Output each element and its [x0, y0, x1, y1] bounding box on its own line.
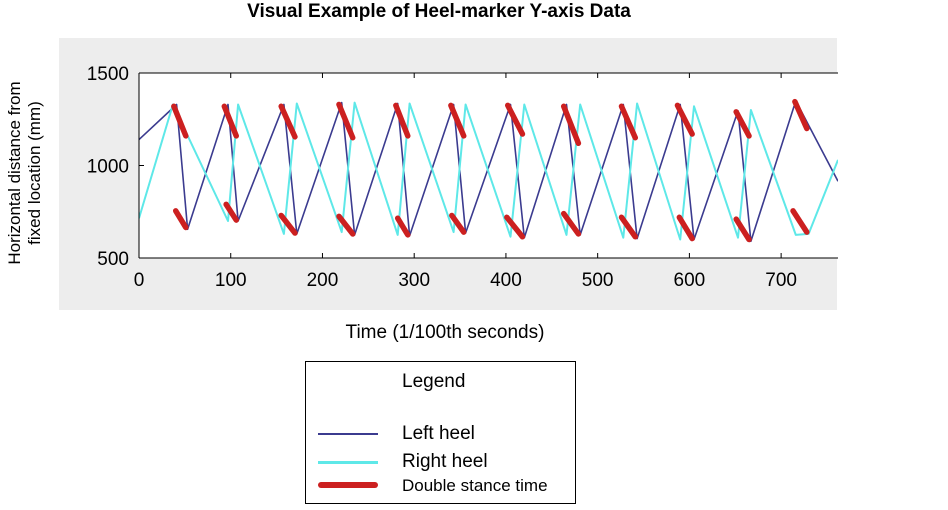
double-stance-segment-1: [171, 103, 189, 139]
double-stance-segment-19: [674, 102, 695, 137]
legend: Legend Left heel Right heel Double stanc…: [305, 361, 576, 504]
x-tick-label-100: 100: [215, 270, 247, 291]
double-stance-segment-24: [790, 208, 810, 235]
x-tick-label-600: 600: [674, 270, 706, 291]
legend-entry-left-heel: Left heel: [318, 422, 573, 446]
double-stance-segment-6: [278, 212, 298, 236]
legend-label-left-heel: Left heel: [402, 423, 475, 444]
x-tick-label-500: 500: [582, 270, 614, 291]
double-stance-segment-21: [733, 109, 752, 139]
double-stance-segment-20: [676, 214, 695, 242]
double-stance-segment-23: [792, 98, 810, 132]
legend-title: Legend: [402, 371, 466, 392]
double-stance-segment-15: [560, 103, 582, 147]
series-line-right-heel: [139, 101, 838, 241]
double-stance-segment-7: [336, 101, 356, 141]
y-tick-label-1000: 1000: [87, 157, 129, 178]
double-stance-layer: [171, 98, 810, 243]
double-stance-segment-12: [449, 212, 467, 235]
double-stance-segment-10: [394, 215, 411, 238]
double-stance-segment-2: [172, 208, 189, 231]
legend-swatch-left-heel: [318, 433, 378, 435]
double-stance-segment-18: [618, 214, 639, 240]
double-stance-segment-9: [393, 102, 411, 139]
double-stance-segment-14: [504, 214, 526, 240]
x-ticks: 0 100 200 300 400 500 600 700: [134, 73, 797, 291]
legend-label-double-stance: Double stance time: [402, 476, 548, 495]
x-tick-label-200: 200: [307, 270, 339, 291]
double-stance-segment-5: [278, 103, 298, 140]
x-tick-label-700: 700: [765, 270, 797, 291]
x-tick-label-300: 300: [398, 270, 430, 291]
double-stance-segment-4: [223, 201, 239, 223]
y-ticks: 500 1000 1500: [87, 64, 144, 270]
double-stance-segment-22: [733, 216, 752, 243]
double-stance-segment-16: [560, 210, 582, 237]
double-stance-segment-8: [336, 213, 356, 237]
double-stance-segment-13: [505, 102, 526, 137]
legend-entry-double-stance: Double stance time: [318, 474, 573, 498]
x-tick-label-0: 0: [134, 270, 145, 291]
chart-plot: 0 100 200 300 400 500 600 700 500 1000 1500: [59, 38, 838, 310]
legend-label-right-heel: Right heel: [402, 451, 488, 472]
legend-entry-right-heel: Right heel: [318, 450, 573, 474]
chart-title: Visual Example of Heel-marker Y-axis Dat…: [247, 1, 631, 22]
double-stance-segment-17: [618, 103, 639, 141]
x-tick-label-400: 400: [490, 270, 522, 291]
legend-swatch-double-stance: [318, 482, 378, 488]
y-tick-label-1500: 1500: [87, 64, 129, 85]
legend-swatch-right-heel: [318, 461, 378, 464]
x-axis-label: Time (1/100th seconds): [345, 322, 545, 343]
double-stance-segment-11: [448, 102, 467, 139]
double-stance-segment-3: [221, 103, 239, 139]
y-tick-label-500: 500: [97, 249, 129, 270]
